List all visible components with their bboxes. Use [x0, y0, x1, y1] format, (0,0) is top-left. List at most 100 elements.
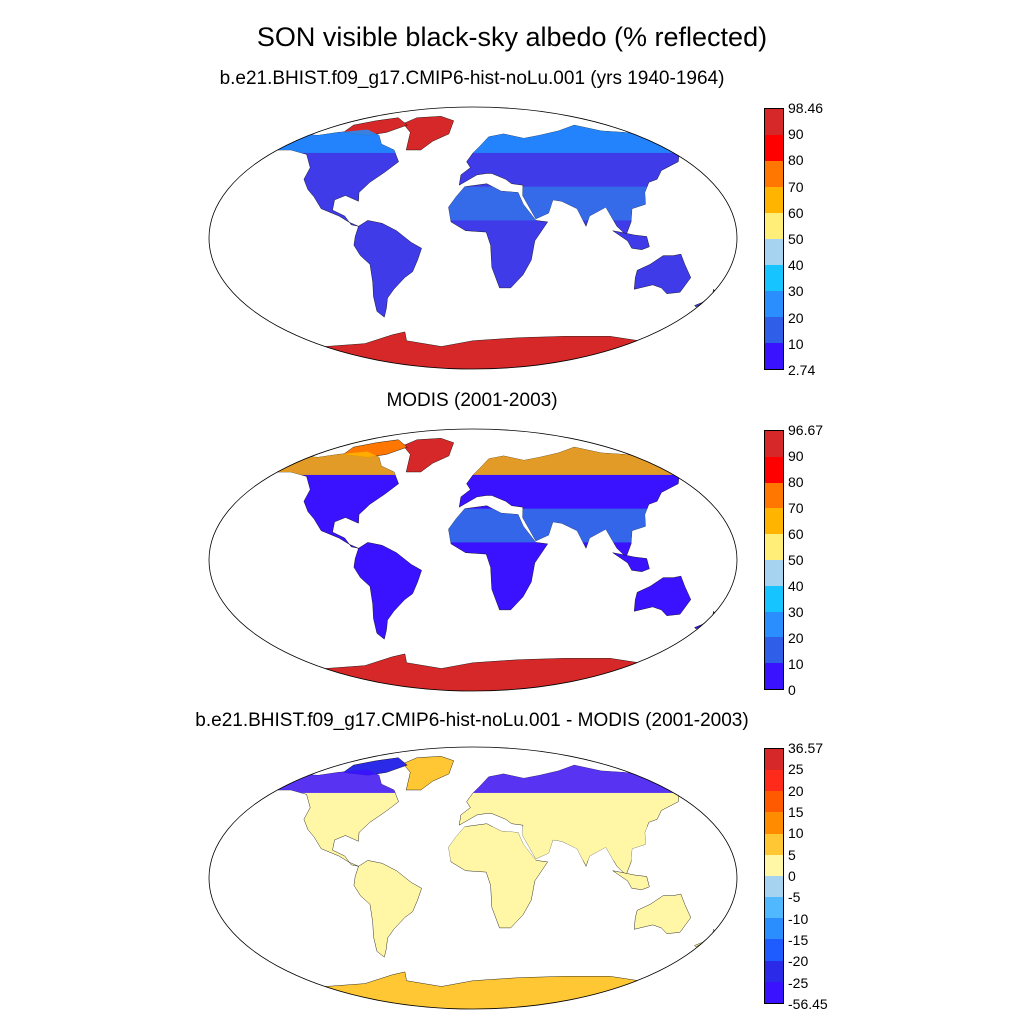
- maritime-continent-land: [612, 552, 650, 572]
- colorbar-swatch: [765, 265, 783, 291]
- colorbar-label: 10: [788, 825, 804, 842]
- northern-band: [272, 125, 680, 153]
- colorbar-swatch: [765, 343, 783, 369]
- colorbar-swatch: [765, 109, 783, 135]
- greenland-land: [402, 438, 454, 473]
- colorbar-label: 20: [788, 309, 804, 326]
- desert-band: [448, 186, 680, 221]
- colorbar-swatch: [765, 939, 783, 961]
- antarctica-land: [276, 971, 670, 1009]
- colorbar-swatch: [765, 559, 783, 586]
- colorbar-label: -20: [788, 953, 809, 970]
- colorbar-label: 50: [788, 552, 804, 568]
- map-boundary: [208, 746, 738, 1010]
- new-zealand-land: [694, 288, 719, 308]
- north-america-land: [272, 769, 399, 867]
- colorbar-swatch: [765, 135, 783, 161]
- colorbar-label: 70: [788, 500, 804, 516]
- colorbar-label: 25: [788, 761, 804, 778]
- subtropical-band: [448, 508, 680, 543]
- colorbar-swatch: [765, 161, 783, 187]
- colorbar-swatch: [765, 291, 783, 317]
- colorbar-label: 0: [788, 868, 796, 884]
- colorbar-swatch: [765, 749, 783, 771]
- northern-band: [272, 765, 680, 793]
- colorbar-swatch: [765, 812, 783, 834]
- colorbar-label: 60: [788, 204, 804, 221]
- colorbar-label: 2.74: [788, 362, 816, 378]
- colorbar-swatch: [765, 456, 783, 483]
- colorbar-label: -10: [788, 910, 809, 927]
- colorbar-label: 20: [788, 630, 804, 646]
- colorbar-swatch: [765, 875, 783, 898]
- panel-1-map: [208, 106, 738, 370]
- colorbar-swatches: [764, 430, 784, 690]
- panel-2-colorbar: 96.67 90 80 70 60 50 40 30 20 10 0: [764, 422, 844, 698]
- antarctica-land: [276, 653, 670, 691]
- colorbar-swatch: [765, 482, 783, 509]
- colorbar-swatch: [765, 960, 783, 982]
- colorbar-swatch: [765, 431, 783, 457]
- colorbar-swatches: [764, 748, 784, 1004]
- colorbar-swatch: [765, 854, 783, 876]
- australia-land: [633, 575, 692, 616]
- colorbar-swatch: [765, 508, 783, 535]
- colorbar-label: 70: [788, 178, 804, 195]
- colorbar-swatch: [765, 187, 783, 213]
- colorbar-swatch: [765, 239, 783, 265]
- colorbar-label: 20: [788, 782, 804, 799]
- subtropical-band: [448, 826, 680, 861]
- new-zealand-land: [694, 610, 719, 630]
- greenland-land: [402, 116, 454, 151]
- colorbar-label: 60: [788, 526, 804, 542]
- desert-band: [448, 508, 680, 543]
- south-america-land: [353, 860, 422, 958]
- colorbar-label: 80: [788, 474, 804, 490]
- colorbar-label: 98.46: [788, 100, 824, 116]
- colorbar-swatch: [765, 534, 783, 560]
- map-land: [272, 756, 719, 1009]
- antarctica-land: [276, 331, 670, 369]
- panel-3-subtitle: b.e21.BHIST.f09_g17.CMIP6-hist-noLu.001 …: [195, 710, 749, 731]
- colorbar-label: 10: [788, 656, 804, 672]
- map-land: [272, 438, 719, 691]
- colorbar-swatch: [765, 317, 783, 343]
- colorbar-label: 30: [788, 283, 804, 300]
- high-latitude-band: [272, 765, 680, 793]
- colorbar-label: 40: [788, 257, 804, 274]
- colorbar-label: 36.57: [788, 740, 824, 756]
- high-latitude-band: [272, 125, 680, 153]
- colorbar-swatch: [765, 213, 783, 239]
- new-zealand-land: [694, 928, 719, 948]
- colorbar-label: -15: [788, 932, 809, 948]
- panel-1-subtitle: b.e21.BHIST.f09_g17.CMIP6-hist-noLu.001 …: [219, 68, 725, 89]
- colorbar-label: 90: [788, 448, 804, 464]
- colorbar-label: 5: [788, 846, 796, 863]
- colorbar-label: 96.67: [788, 422, 824, 438]
- desert-band: [448, 826, 680, 861]
- colorbar-label: 30: [788, 604, 804, 620]
- colorbar-swatch: [765, 897, 783, 919]
- panel-3-map: [208, 746, 738, 1010]
- north-america-land: [272, 129, 399, 227]
- panel-3-colorbar: 36.57 25 20 15 10 5 0 -5 -10 -15 -20 -25 -56.45: [764, 740, 844, 1012]
- colorbar-swatch: [765, 611, 783, 638]
- colorbar-swatch: [765, 833, 783, 855]
- maritime-continent-land: [612, 230, 650, 250]
- colorbar-label: 0: [788, 682, 796, 698]
- main-title: SON visible black-sky albedo (% reflecte…: [256, 22, 768, 52]
- colorbar-swatch: [765, 791, 783, 813]
- colorbar-label: 50: [788, 231, 804, 247]
- colorbar-swatch: [765, 770, 783, 792]
- colorbar-swatch: [765, 637, 783, 664]
- colorbar-label: 15: [788, 804, 804, 820]
- colorbar-swatch: [765, 585, 783, 612]
- panel-2-map: [208, 428, 738, 692]
- northern-band: [272, 447, 680, 475]
- colorbar-label: -56.45: [788, 996, 828, 1012]
- subtropical-band: [448, 186, 680, 221]
- colorbar-label: 40: [788, 578, 804, 594]
- colorbar-label: -5: [788, 889, 801, 906]
- panel-2-subtitle: MODIS (2001-2003): [386, 390, 558, 411]
- colorbar-label: 80: [788, 152, 804, 169]
